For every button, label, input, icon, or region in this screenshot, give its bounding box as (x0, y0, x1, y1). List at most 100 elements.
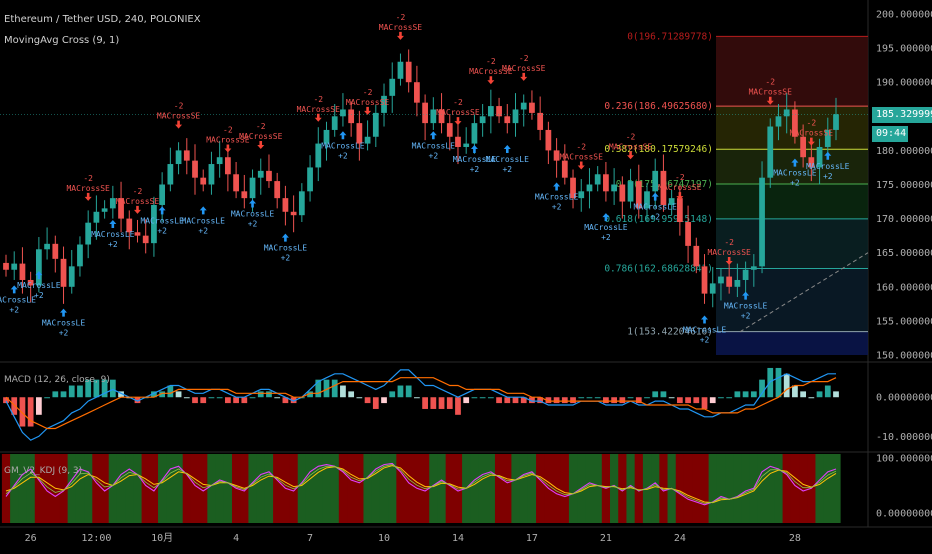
price-tick-label: 150.00000000 (876, 351, 932, 362)
strategy-label: MovingAvg Cross (9, 1) (4, 35, 120, 46)
macd-histogram-bar (389, 391, 396, 398)
macd-histogram-bar (808, 397, 815, 399)
kdj-regime-band (363, 454, 373, 523)
time-tick-label: 4 (233, 533, 239, 544)
kdj-regime-band (182, 454, 192, 523)
candle (331, 116, 338, 130)
sell-signal-label: MACrossSE (560, 152, 604, 161)
candle (734, 279, 741, 287)
macd-histogram-bar (471, 397, 478, 399)
macd-histogram-bar (151, 391, 157, 398)
kdj-regime-band (297, 454, 307, 523)
macd-histogram-bar (422, 397, 428, 409)
macd-histogram-bar (668, 397, 675, 399)
candle (77, 244, 83, 267)
buy-signal-qty: +2 (248, 220, 258, 229)
kdj-regime-band (437, 454, 447, 523)
sell-arrow (314, 113, 322, 122)
time-tick-label: 24 (674, 533, 686, 544)
buy-signal-qty: +2 (502, 165, 512, 174)
kdj-regime-band (651, 454, 660, 523)
sell-signal-qty: -2 (486, 57, 496, 66)
time-tick-label: 28 (789, 533, 801, 544)
macd-histogram-bar (619, 397, 626, 404)
macd-histogram-bar (68, 385, 75, 398)
kdj-regime-band (256, 454, 266, 523)
candle (142, 235, 149, 244)
kdj-regime-band (199, 454, 208, 523)
kdj-regime-band (560, 454, 570, 523)
buy-signal-label: MACrossLE (0, 295, 36, 304)
sell-signal-qty: -2 (724, 238, 734, 247)
buy-signal-qty: +2 (741, 312, 751, 321)
sell-signal-qty: -2 (83, 174, 93, 183)
kdj-regime-band (494, 454, 504, 523)
strategy-signals: MACrossLE+2MACrossLE+2MACrossLE+2MACross… (0, 13, 850, 345)
candle (323, 129, 330, 144)
kdj-regime-band (190, 454, 200, 523)
candle (101, 208, 108, 212)
candle (767, 126, 774, 178)
kdj-tick-label: 0.00000000 (876, 509, 932, 520)
sell-signal-label: MACrossSE (297, 105, 341, 114)
macd-histogram-bar (364, 397, 371, 404)
candle (315, 143, 322, 168)
sell-arrow (133, 205, 141, 214)
sell-signal-label: MACrossSE (609, 142, 653, 151)
kdj-regime-band (815, 454, 825, 523)
price-tick-label: 200.00000000 (876, 10, 932, 21)
buy-arrow (199, 206, 207, 215)
macd-histogram-bar (685, 397, 691, 404)
candle (561, 160, 568, 178)
kdj-regime-band (92, 454, 102, 523)
time-axis[interactable]: 26 12:00 10月 4 7 10 14 17 21 24 28 (25, 532, 801, 544)
kdj-regime-band (305, 454, 315, 523)
kdj-regime-band (26, 454, 36, 523)
sell-signal-label: MACrossSE (66, 184, 110, 193)
fib-zone (716, 218, 868, 269)
kdj-regime-band (207, 454, 217, 523)
sell-arrow (84, 192, 92, 201)
candle (126, 218, 133, 233)
buy-arrow (470, 144, 478, 153)
candle (644, 191, 650, 209)
kdj-pane (1, 454, 841, 523)
kdj-regime-band (593, 454, 603, 523)
sell-signal-qty: -2 (174, 102, 184, 111)
buy-signal-qty: +2 (198, 226, 208, 235)
price-axis[interactable]: 200.00000000195.00000000190.00000000185.… (876, 10, 932, 520)
candle (759, 177, 765, 267)
price-tick-label: 175.00000000 (876, 180, 932, 191)
fib-level-label: 0.786(162.68628841) (604, 263, 713, 274)
buy-signal-qty: +2 (34, 291, 44, 300)
kdj-regime-band (338, 454, 348, 523)
candle (775, 116, 782, 127)
kdj-regime-band (741, 454, 751, 523)
sell-signal-label: MACrossSE (116, 197, 160, 206)
candle (11, 263, 18, 270)
fib-level-label: 0.236(186.49625680) (604, 101, 713, 112)
macd-histogram-bar (93, 379, 100, 398)
kdj-regime-band (133, 454, 143, 523)
sell-signal-qty: -2 (807, 119, 817, 128)
buy-signal-qty: +2 (338, 151, 348, 160)
sell-signal-qty: -2 (396, 13, 406, 22)
buy-signal-label: MACrossLE (724, 302, 768, 311)
kdj-regime-band (223, 454, 233, 523)
fib-level-label: 0.382(180.17579246) (604, 144, 713, 155)
macd-histogram-bar (77, 385, 83, 398)
kdj-regime-band (174, 454, 184, 523)
sell-signal-label: MACrossSE (379, 23, 423, 32)
kdj-regime-band (100, 454, 110, 523)
time-tick-label: 21 (600, 533, 612, 544)
sell-arrow (396, 31, 404, 40)
buy-arrow (249, 199, 257, 208)
time-tick-label: 26 (25, 533, 37, 544)
macd-histogram-bar (101, 379, 108, 398)
candle (455, 136, 461, 147)
macd-histogram-bar (676, 397, 683, 404)
kdj-regime-band (108, 454, 118, 523)
buy-signal-qty: +2 (823, 172, 833, 181)
